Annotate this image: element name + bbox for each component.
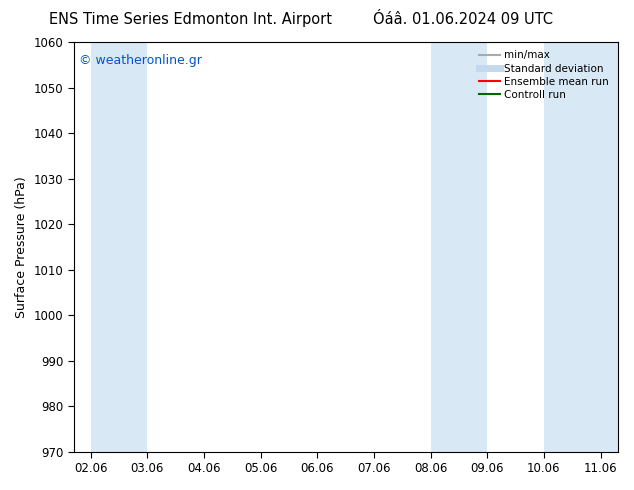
Y-axis label: Surface Pressure (hPa): Surface Pressure (hPa) <box>15 176 28 318</box>
Bar <box>91 42 147 452</box>
Bar <box>544 42 629 452</box>
Legend: min/max, Standard deviation, Ensemble mean run, Controll run: min/max, Standard deviation, Ensemble me… <box>476 47 612 103</box>
Text: ENS Time Series Edmonton Int. Airport: ENS Time Series Edmonton Int. Airport <box>49 12 332 27</box>
Bar <box>430 42 488 452</box>
Text: Óáâ. 01.06.2024 09 UTC: Óáâ. 01.06.2024 09 UTC <box>373 12 553 27</box>
Text: © weatheronline.gr: © weatheronline.gr <box>79 54 202 67</box>
